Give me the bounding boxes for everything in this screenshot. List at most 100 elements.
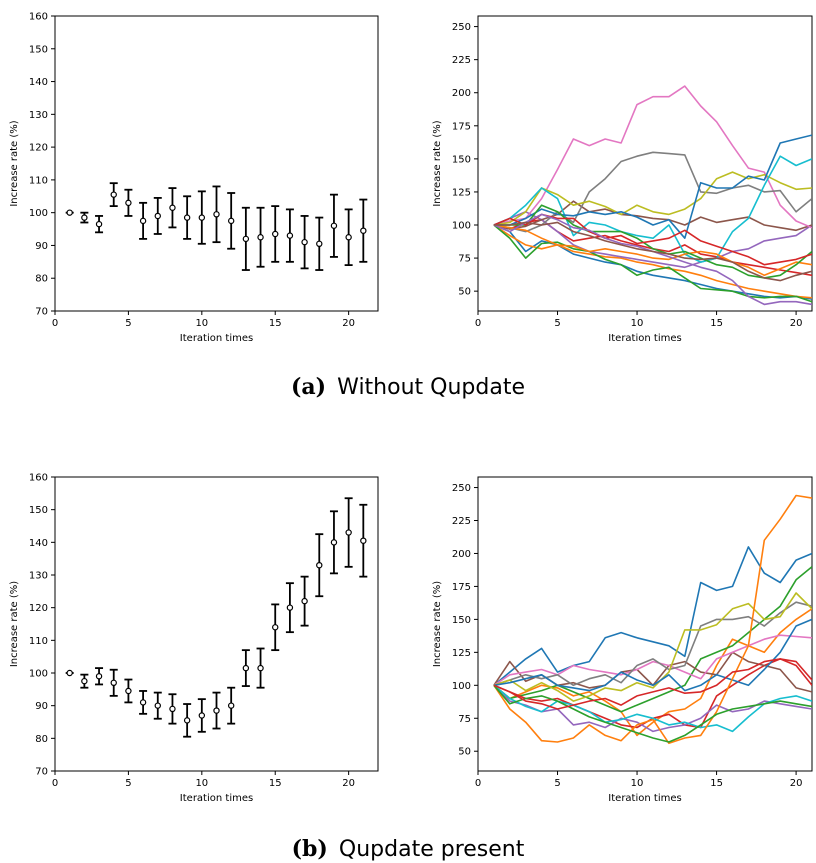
mean-marker xyxy=(227,217,235,225)
y-tick-label: 250 xyxy=(452,483,471,494)
y-tick-label: 175 xyxy=(452,121,471,132)
x-axis-label: Iteration times xyxy=(608,333,681,344)
y-tick-label: 150 xyxy=(452,615,471,626)
mean-marker xyxy=(257,234,264,241)
mean-marker xyxy=(213,707,220,714)
y-tick-label: 100 xyxy=(29,669,48,680)
y-tick-label: 140 xyxy=(29,538,48,549)
y-axis-label: Increase rate (%) xyxy=(9,581,20,667)
mean-marker xyxy=(95,673,103,680)
plot-area xyxy=(65,182,368,271)
y-tick-label: 225 xyxy=(452,516,471,527)
mean-marker xyxy=(227,702,235,709)
mean-marker xyxy=(360,227,367,234)
x-tick-label: 20 xyxy=(790,318,803,329)
mean-marker xyxy=(272,624,279,631)
y-tick-label: 50 xyxy=(458,287,471,298)
x-tick-label: 20 xyxy=(790,778,803,789)
mean-marker xyxy=(257,664,264,672)
data-point xyxy=(256,206,265,268)
panel-a-right: 0 5 10 15 20 50 75 100 125 150 175 200 225 250 Iterati… xyxy=(432,15,813,344)
y-tick-label: 160 xyxy=(29,473,48,484)
series-line xyxy=(493,684,812,743)
series-line xyxy=(493,224,812,299)
data-point xyxy=(153,197,162,235)
series-line xyxy=(493,151,812,233)
data-point xyxy=(227,192,236,250)
y-tick-label: 125 xyxy=(452,187,471,198)
mean-marker xyxy=(139,699,147,706)
x-axis-label: Iteration times xyxy=(608,793,681,804)
x-tick-label: 10 xyxy=(195,318,208,329)
series-line xyxy=(493,200,812,232)
series-line xyxy=(493,134,812,239)
mean-marker xyxy=(198,214,206,221)
series-line xyxy=(493,494,812,745)
caption-a-text: Without Qupdate xyxy=(337,375,525,400)
data-point xyxy=(359,198,368,263)
y-tick-label: 110 xyxy=(29,175,48,186)
data-point xyxy=(271,603,280,652)
y-tick-label: 150 xyxy=(29,505,48,516)
caption-b: (b) Qupdate present xyxy=(292,836,525,862)
y-tick-label: 225 xyxy=(452,55,471,66)
data-point xyxy=(109,182,118,208)
data-point xyxy=(80,673,89,689)
data-point xyxy=(80,211,89,224)
caption-a-letter: (a) xyxy=(291,374,326,400)
data-point xyxy=(197,190,206,245)
data-point xyxy=(153,691,162,720)
data-point xyxy=(124,678,133,704)
x-tick-label: 0 xyxy=(475,318,481,329)
mean-marker xyxy=(330,222,338,229)
x-tick-label: 10 xyxy=(195,778,208,789)
data-point xyxy=(168,187,177,229)
series-line xyxy=(493,546,812,686)
mean-marker xyxy=(183,717,191,724)
y-tick-label: 75 xyxy=(458,714,471,725)
mean-marker xyxy=(198,712,206,719)
mean-marker xyxy=(66,669,73,677)
x-tick-label: 15 xyxy=(269,318,282,329)
data-point xyxy=(315,216,324,271)
data-point xyxy=(183,703,192,738)
series-line xyxy=(493,85,812,229)
data-point xyxy=(285,208,294,263)
mean-marker xyxy=(360,537,367,544)
y-tick-label: 90 xyxy=(35,241,48,252)
mean-marker xyxy=(154,702,161,709)
y-tick-label: 75 xyxy=(458,254,471,265)
plot-area xyxy=(493,494,812,745)
series-line xyxy=(493,155,812,263)
data-point xyxy=(183,195,192,240)
y-axis-label: Increase rate (%) xyxy=(432,120,443,206)
mean-marker xyxy=(242,664,250,672)
mean-marker xyxy=(301,597,308,605)
y-tick-label: 200 xyxy=(452,549,471,560)
mean-marker xyxy=(81,214,88,221)
mean-marker xyxy=(154,212,161,220)
series-line xyxy=(493,224,812,300)
panel-b-right: 0 5 10 15 20 50 75 100 125 150 175 200 225 250 Iterati… xyxy=(432,476,813,804)
plot-area xyxy=(65,497,368,738)
panel-a-left: 0 5 10 15 20 70 80 90 100 110 120 130 140 150 160 Itera… xyxy=(9,12,379,344)
mean-marker xyxy=(81,677,88,685)
x-tick-label: 10 xyxy=(631,778,644,789)
mean-marker xyxy=(213,211,220,218)
series-line xyxy=(493,204,812,279)
x-tick-label: 20 xyxy=(342,778,355,789)
data-point xyxy=(241,649,250,687)
mean-marker xyxy=(301,238,308,246)
x-tick-label: 10 xyxy=(631,318,644,329)
caption-b-text: Qupdate present xyxy=(339,837,525,862)
data-point xyxy=(300,215,309,270)
y-tick-label: 250 xyxy=(452,22,471,33)
plot-frame xyxy=(477,15,813,312)
x-tick-label: 15 xyxy=(710,778,723,789)
mean-marker xyxy=(183,214,191,221)
y-tick-label: 130 xyxy=(29,110,48,121)
data-point xyxy=(315,533,324,598)
data-point xyxy=(227,686,236,725)
x-tick-label: 15 xyxy=(269,778,282,789)
